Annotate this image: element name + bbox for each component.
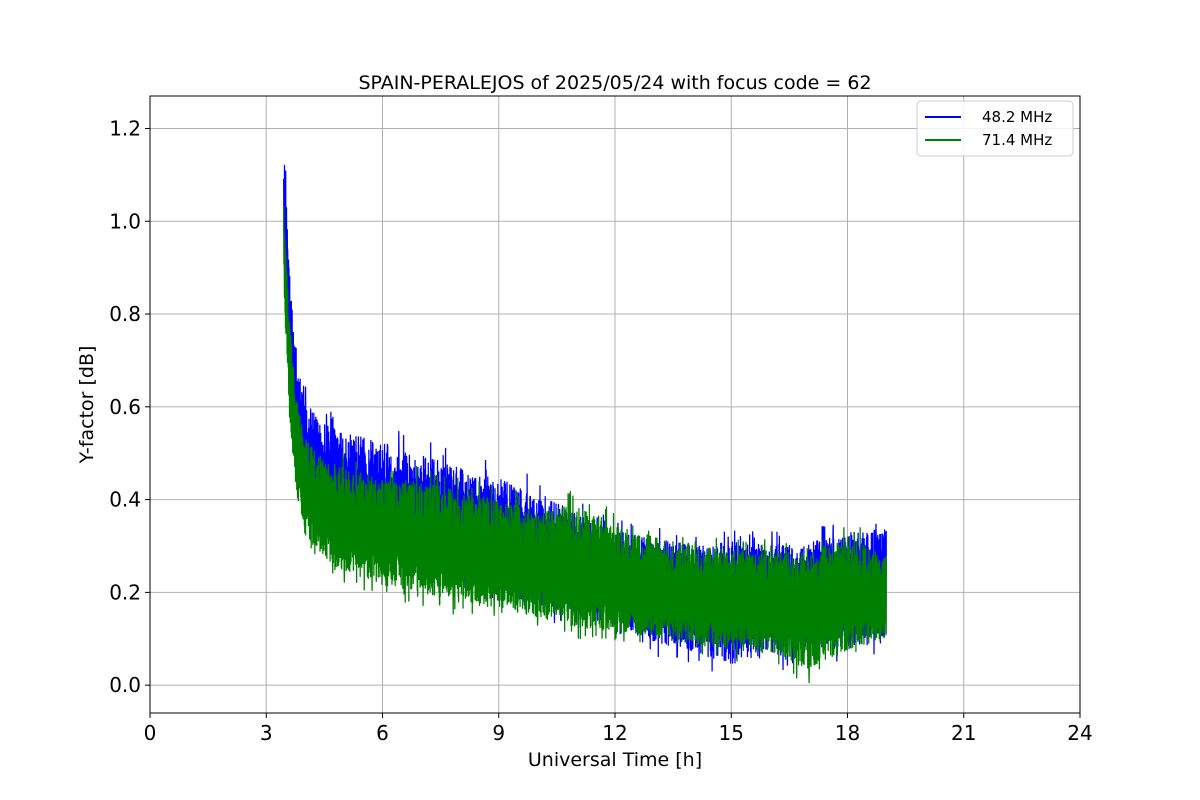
series-line-71-4-mhz — [283, 206, 887, 684]
legend-label-48mhz: 48.2 MHz — [982, 108, 1052, 126]
y-tick-label: 0.6 — [109, 395, 141, 419]
x-tick-label: 24 — [1067, 721, 1092, 745]
y-axis-label: Y-factor [dB] — [76, 346, 98, 465]
ticks: 0 3 6 9 12 15 18 21 24 0.0 0.2 0.4 0.6 0.8 1.0 1.2 — [109, 116, 1093, 745]
legend: 48.2 MHz 71.4 MHz — [916, 100, 1074, 157]
y-tick-label: 0.2 — [109, 580, 141, 604]
chart-title: SPAIN-PERALEJOS of 2025/05/24 with focus… — [358, 72, 871, 94]
y-tick-label: 1.2 — [109, 116, 141, 140]
x-axis-label: Universal Time [h] — [528, 749, 702, 771]
y-tick-label: 1.0 — [109, 209, 141, 233]
x-tick-label: 21 — [951, 721, 976, 745]
x-tick-label: 3 — [260, 721, 273, 745]
y-tick-label: 0.4 — [109, 488, 141, 512]
x-tick-label: 18 — [835, 721, 860, 745]
x-tick-label: 9 — [492, 721, 505, 745]
y-tick-label: 0.0 — [109, 673, 141, 697]
x-tick-label: 15 — [719, 721, 744, 745]
series-layer — [283, 164, 887, 684]
legend-label-71mhz: 71.4 MHz — [982, 131, 1052, 149]
x-tick-label: 0 — [144, 721, 157, 745]
x-tick-label: 12 — [602, 721, 627, 745]
x-tick-label: 6 — [376, 721, 389, 745]
y-tick-label: 0.8 — [109, 302, 141, 326]
legend-box — [916, 100, 1074, 157]
